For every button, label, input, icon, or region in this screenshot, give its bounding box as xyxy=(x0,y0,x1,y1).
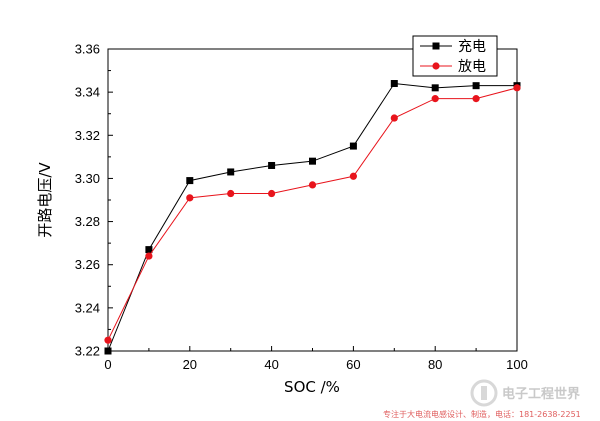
data-point xyxy=(104,347,112,355)
y-axis-title: 开路电压/V xyxy=(36,162,54,238)
legend: 充电 放电 xyxy=(412,35,498,77)
watermark-logo-icon xyxy=(470,379,498,407)
y-tick-label: 3.36 xyxy=(75,42,100,57)
x-tick-label: 80 xyxy=(428,357,442,372)
data-point xyxy=(268,189,276,198)
x-tick-label: 0 xyxy=(104,357,111,372)
data-point xyxy=(145,246,153,254)
data-point xyxy=(349,142,357,150)
data-point xyxy=(104,336,112,344)
series-line xyxy=(107,87,518,341)
legend-box xyxy=(412,35,498,77)
legend-marker-discharge xyxy=(432,62,440,70)
data-point xyxy=(227,189,235,198)
series-line xyxy=(107,82,517,352)
y-tick-label: 3.34 xyxy=(75,85,100,100)
legend-label-charge: 充电 xyxy=(458,39,486,55)
x-tick-label: 100 xyxy=(506,357,528,372)
data-point xyxy=(145,252,153,260)
y-axis-ticks: 3.22 3.24 3.26 3.28 3.30 3.32 3.34 3.36 xyxy=(75,42,113,359)
data-point xyxy=(472,95,480,103)
legend-label-discharge: 放电 xyxy=(458,59,486,75)
y-tick-label: 3.26 xyxy=(75,257,100,272)
data-point xyxy=(513,84,521,92)
data-point xyxy=(309,157,316,165)
data-point xyxy=(308,181,317,189)
data-point xyxy=(431,84,439,92)
data-point xyxy=(431,95,439,103)
y-tick-label: 3.22 xyxy=(75,344,100,359)
y-tick-label: 3.30 xyxy=(75,171,100,186)
y-tick-label: 3.24 xyxy=(75,300,100,315)
data-point xyxy=(268,161,276,169)
y-tick-label: 3.28 xyxy=(75,214,100,229)
x-tick-label: 20 xyxy=(183,357,197,372)
data-point xyxy=(390,80,398,88)
x-tick-label: 60 xyxy=(346,357,360,372)
series-charge xyxy=(104,80,521,355)
x-axis-title: SOC /% xyxy=(284,378,340,396)
watermark-logo-text: 电子工程世界 xyxy=(502,386,580,402)
y-tick-label: 3.32 xyxy=(75,128,100,143)
data-point xyxy=(186,194,194,202)
watermark: 电子工程世界 专注于大电流电感设计、制造，电话：181-2638-2251 xyxy=(383,379,581,419)
x-axis-ticks: 0 20 40 60 80 100 xyxy=(104,346,528,372)
plot-frame xyxy=(107,48,518,352)
data-point xyxy=(227,168,235,176)
watermark-caption: 专注于大电流电感设计、制造，电话：181-2638-2251 xyxy=(383,409,581,419)
data-point xyxy=(349,172,357,180)
series-layer xyxy=(104,80,521,355)
legend-marker-charge xyxy=(432,42,440,50)
data-point xyxy=(186,177,194,185)
x-tick-label: 40 xyxy=(264,357,278,372)
data-point xyxy=(390,114,398,122)
data-point xyxy=(472,82,480,90)
series-discharge xyxy=(104,84,521,344)
